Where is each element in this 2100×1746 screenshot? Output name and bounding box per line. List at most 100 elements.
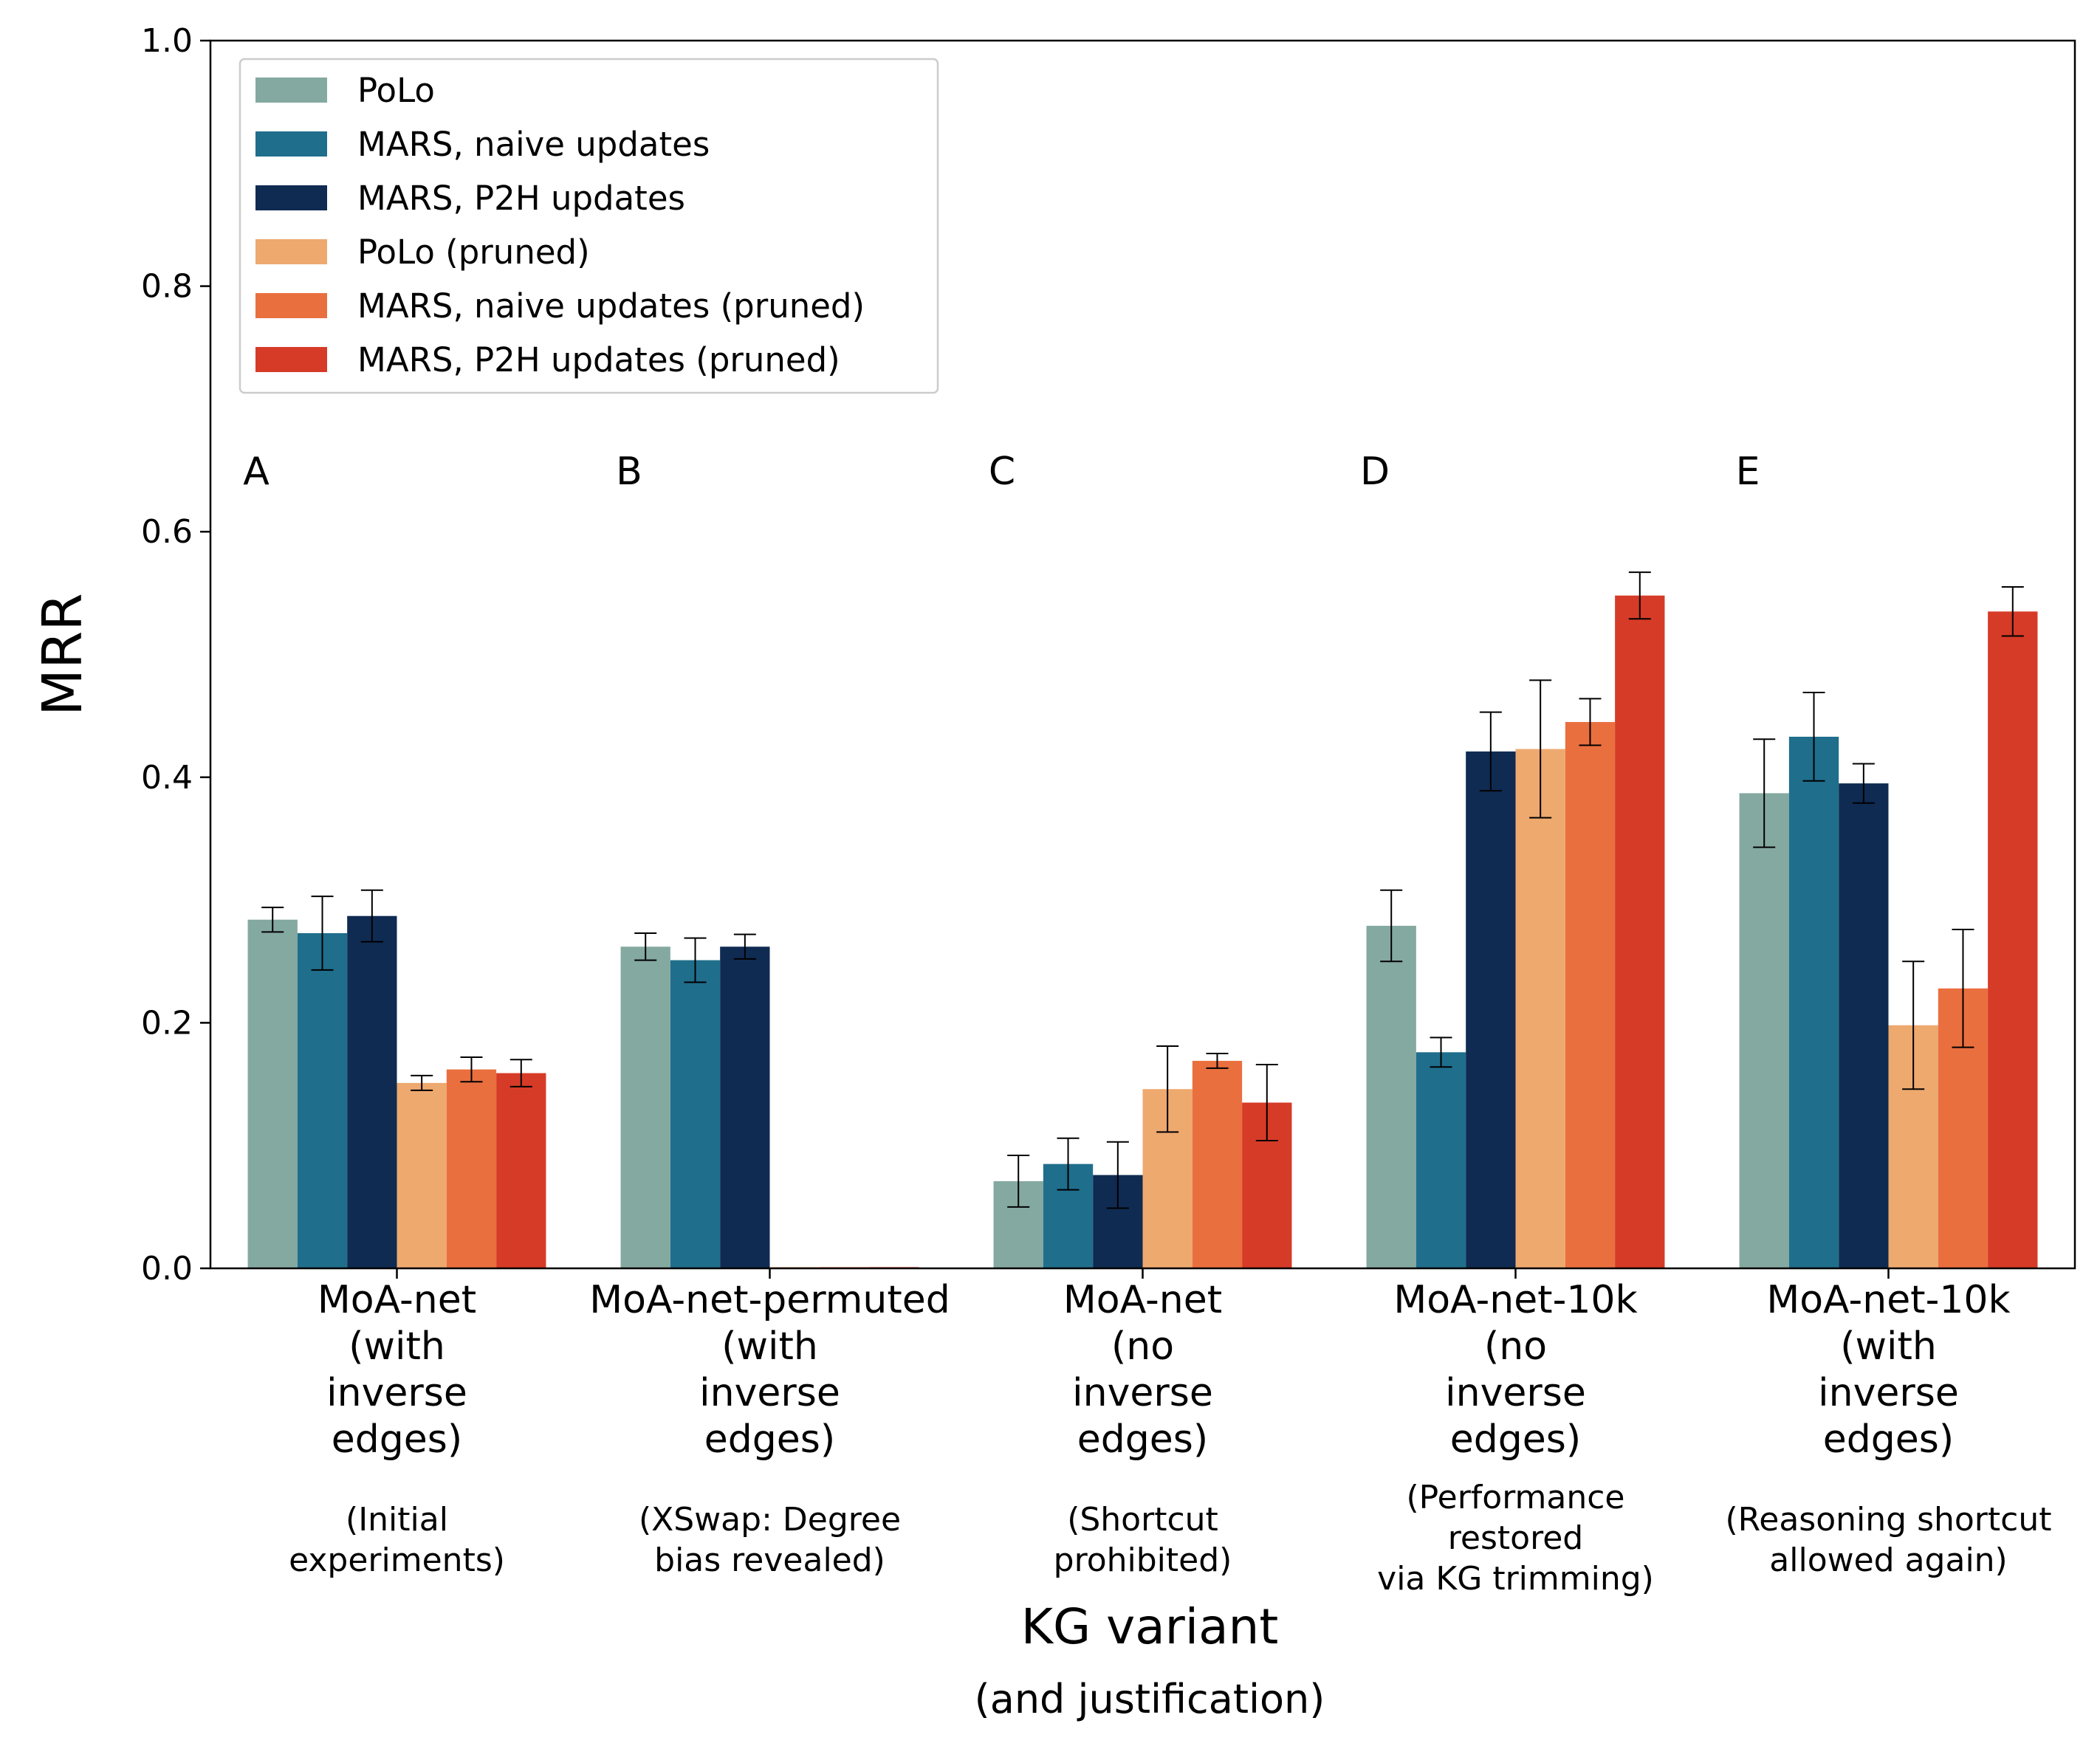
errorbar-s0-g1 xyxy=(634,932,657,961)
legend-swatch xyxy=(255,78,327,103)
x-axis-label: KG variant xyxy=(1021,1598,1279,1655)
errorbar-s5-g0 xyxy=(509,1059,532,1087)
errorbar-s5-g2 xyxy=(1255,1063,1278,1142)
errorbar-s5-g4 xyxy=(2001,586,2024,637)
errorbar-s2-g1 xyxy=(733,933,756,960)
xtick-label-line: inverse xyxy=(1445,1371,1586,1415)
justification-line: allowed again) xyxy=(1769,1542,2007,1579)
bar-s2-g1 xyxy=(720,946,770,1268)
errorbar-s2-g3 xyxy=(1479,711,1502,792)
xtick-label-line: edges) xyxy=(1450,1417,1581,1462)
ytick-label: 0.6 xyxy=(141,513,193,551)
xtick-label-line: (with xyxy=(1840,1324,1937,1369)
errorbar-s2-g4 xyxy=(1852,763,1875,804)
xtick-label-line: inverse xyxy=(699,1371,840,1415)
xtick-label-line: MoA-net xyxy=(1063,1278,1222,1322)
legend-label: PoLo xyxy=(357,71,435,110)
errorbar-s1-g2 xyxy=(1057,1137,1080,1191)
group-letter: C xyxy=(989,450,1015,494)
xtick-label-line: edges) xyxy=(332,1417,462,1462)
justification-line: prohibited) xyxy=(1054,1542,1232,1579)
x-axis: MoA-net(withinverseedges)(Initialexperim… xyxy=(289,1268,2051,1598)
bar-s4-g3 xyxy=(1565,721,1616,1268)
y-axis-label: MRR xyxy=(31,593,95,716)
legend-label: MARS, naive updates (pruned) xyxy=(357,286,865,326)
xtick-label-line: MoA-net-permuted xyxy=(589,1278,950,1322)
xtick-label-line: inverse xyxy=(1818,1371,1959,1415)
bar-s4-g2 xyxy=(1192,1060,1243,1268)
xtick-label-line: edges) xyxy=(1823,1417,1954,1462)
group-letter: D xyxy=(1360,450,1390,494)
errorbar-s0-g0 xyxy=(261,907,284,933)
errorbar-s3-g4 xyxy=(1902,960,1925,1090)
ytick-label: 1.0 xyxy=(141,22,193,60)
bar-s0-g0 xyxy=(247,919,298,1268)
group-letters: A B C D E xyxy=(243,450,1760,494)
legend-box xyxy=(239,58,939,394)
justification-line: (XSwap: Degree xyxy=(639,1501,901,1539)
justification-line: bias revealed) xyxy=(654,1542,885,1579)
bar-s1-g4 xyxy=(1788,736,1839,1268)
legend-swatch xyxy=(255,293,327,318)
legend-item: PoLo xyxy=(255,71,435,110)
xtick-label-line: inverse xyxy=(326,1371,467,1415)
xtick-label-line: MoA-net-10k xyxy=(1766,1278,2010,1322)
errorbar-s1-g0 xyxy=(311,896,334,971)
bar-s2-g4 xyxy=(1839,783,1889,1268)
group-letter: E xyxy=(1736,450,1760,494)
errorbar-s4-g3 xyxy=(1579,698,1602,746)
ytick-label: 0.0 xyxy=(141,1250,193,1288)
legend-label: PoLo (pruned) xyxy=(357,233,590,272)
xtick-label-line: (no xyxy=(1484,1324,1547,1369)
errorbar-s4-g0 xyxy=(460,1056,483,1083)
x-axis-sublabel: (and justification) xyxy=(975,1676,1325,1722)
bar-s5-g0 xyxy=(496,1073,546,1268)
legend-swatch xyxy=(255,239,327,264)
errorbar-s0-g3 xyxy=(1380,889,1403,963)
bar-s2-g3 xyxy=(1466,751,1516,1268)
errorbar-s1-g3 xyxy=(1430,1037,1452,1068)
xtick-label-line: edges) xyxy=(1077,1417,1208,1462)
xtick-label-line: edges) xyxy=(704,1417,835,1462)
justification-line: via KG trimming) xyxy=(1377,1560,1654,1598)
y-axis: 0.0 0.2 0.4 0.6 0.8 1.0 xyxy=(141,22,210,1288)
bar-s4-g0 xyxy=(446,1069,497,1268)
errorbar-s4-g2 xyxy=(1206,1052,1229,1069)
legend-item: MARS, naive updates (pruned) xyxy=(255,286,865,326)
bar-s0-g3 xyxy=(1366,926,1416,1268)
ytick-label: 0.2 xyxy=(141,1004,193,1042)
ytick-label: 0.4 xyxy=(141,759,193,797)
errorbar-s2-g0 xyxy=(360,889,383,943)
bar-s0-g1 xyxy=(620,946,670,1268)
justification-line: restored xyxy=(1448,1519,1583,1557)
ytick-label: 0.8 xyxy=(141,268,193,306)
legend-item: MARS, naive updates xyxy=(255,125,710,164)
xtick-label-line: (with xyxy=(721,1324,818,1369)
legend-item: PoLo (pruned) xyxy=(255,233,590,272)
legend-label: MARS, P2H updates (pruned) xyxy=(357,340,840,379)
bar-s1-g1 xyxy=(670,960,721,1268)
legend-swatch xyxy=(255,185,327,210)
bar-s3-g3 xyxy=(1515,749,1565,1268)
errorbar-s0-g2 xyxy=(1007,1155,1030,1208)
group-letter: B xyxy=(616,450,642,494)
bar-s5-g4 xyxy=(1988,611,2038,1268)
justification-line: (Reasoning shortcut xyxy=(1726,1501,2052,1539)
legend-item: MARS, P2H updates (pruned) xyxy=(255,340,840,379)
xtick-label-line: MoA-net-10k xyxy=(1393,1278,1637,1322)
bar-s3-g0 xyxy=(397,1082,447,1268)
errorbar-s3-g0 xyxy=(411,1074,433,1091)
xtick-label-line: MoA-net xyxy=(318,1278,476,1322)
error-bars-layer xyxy=(261,571,2024,1209)
errorbar-s1-g4 xyxy=(1802,692,1825,782)
errorbar-s3-g3 xyxy=(1529,679,1552,819)
justification-line: (Shortcut xyxy=(1067,1501,1218,1539)
errorbar-s2-g2 xyxy=(1106,1141,1129,1209)
justification-line: (Performance xyxy=(1407,1479,1625,1516)
justification-line: (Initial xyxy=(346,1501,448,1539)
xtick-label-line: (no xyxy=(1111,1324,1174,1369)
legend-label: MARS, P2H updates xyxy=(357,179,685,218)
legend-label: MARS, naive updates xyxy=(357,125,710,164)
legend: PoLo MARS, naive updates MARS, P2H updates… xyxy=(239,58,939,394)
